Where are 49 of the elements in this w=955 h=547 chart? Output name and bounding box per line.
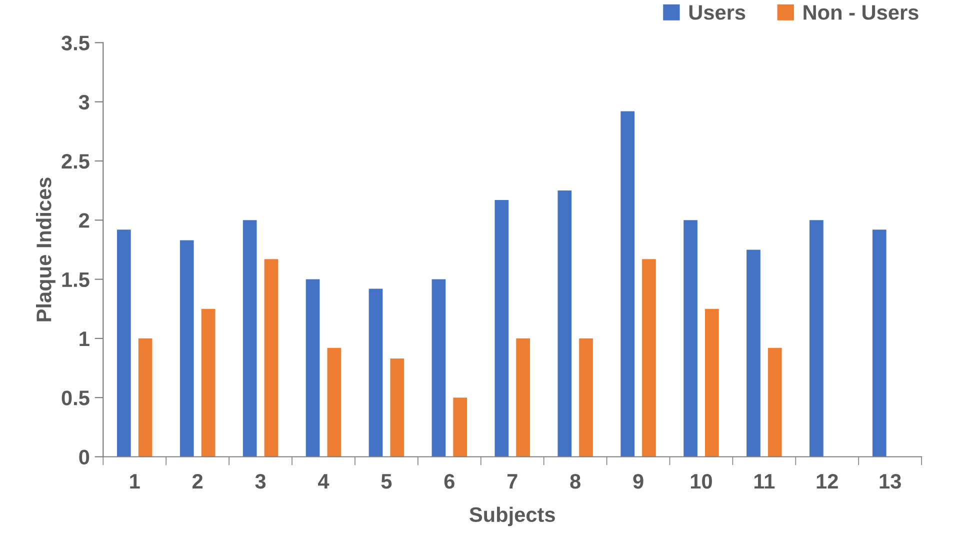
bar xyxy=(116,230,131,457)
bar xyxy=(768,348,782,457)
x-tick-label: 3 xyxy=(255,474,266,489)
bar xyxy=(516,338,530,457)
bar xyxy=(138,338,152,457)
y-tick-label: 0 xyxy=(79,450,90,464)
bar xyxy=(368,288,383,457)
x-tick-label: 7 xyxy=(507,474,518,489)
y-tick-label: 3 xyxy=(78,94,90,110)
bar xyxy=(620,111,634,457)
bar xyxy=(242,220,257,457)
x-tick-label: 1 xyxy=(130,474,140,489)
bar xyxy=(705,308,719,457)
y-tick-label: 1.5 xyxy=(62,272,90,288)
bar xyxy=(558,190,572,457)
x-tick-label: 9 xyxy=(633,474,644,489)
bar xyxy=(746,250,760,457)
x-tick-label: 6 xyxy=(444,474,454,489)
bar xyxy=(453,398,468,457)
bar xyxy=(432,279,446,457)
x-tick-label: 4 xyxy=(318,474,330,489)
x-tick-label: 8 xyxy=(570,474,580,489)
bar xyxy=(810,220,824,457)
x-tick-label: 2 xyxy=(192,474,203,489)
bar xyxy=(264,259,278,457)
bar xyxy=(327,348,342,457)
x-tick-label: 12 xyxy=(816,474,838,489)
y-tick-label: 1 xyxy=(80,332,90,346)
bar xyxy=(306,279,320,457)
x-tick-label: 10 xyxy=(690,474,712,489)
x-tick-label: 13 xyxy=(880,474,901,489)
y-tick-label: 3.5 xyxy=(61,36,90,50)
y-axis-title: Plaque Indices xyxy=(36,178,56,322)
bar xyxy=(180,240,194,457)
x-axis-title: Subjects xyxy=(470,506,555,526)
bar xyxy=(201,308,216,457)
bar xyxy=(579,338,593,457)
y-tick-label: 2.5 xyxy=(62,154,90,169)
y-tick-label: 2 xyxy=(79,213,90,228)
bar xyxy=(642,259,656,457)
bar xyxy=(684,220,698,457)
x-tick-label: 5 xyxy=(381,474,392,489)
legend-label: Users xyxy=(689,5,746,20)
bar xyxy=(872,230,886,457)
bar xyxy=(494,200,509,457)
x-tick-label: 11 xyxy=(754,474,775,489)
y-tick-label: 0.5 xyxy=(62,390,90,406)
bar xyxy=(390,358,404,457)
legend-label: Non - Users xyxy=(804,5,918,20)
